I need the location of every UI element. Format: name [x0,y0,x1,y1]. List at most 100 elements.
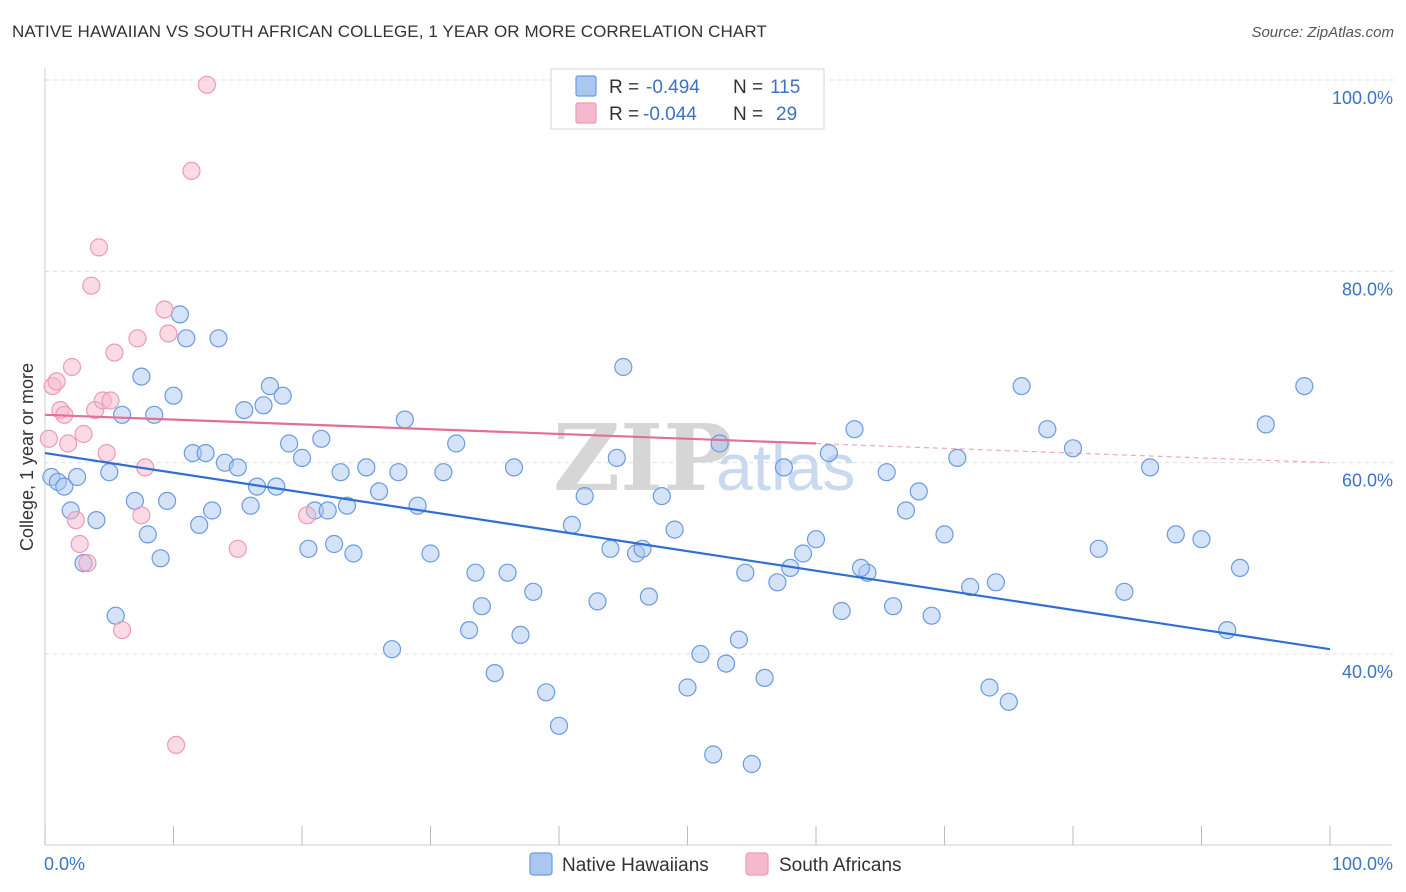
native-hawaiians-point [774,458,794,477]
south-africans-point [159,324,178,343]
south-africans-point [167,735,186,755]
native-hawaiians-point [170,305,189,324]
y-tick-label-1: 60.0% [1342,471,1393,491]
legend-n-label-1: N = [733,77,763,98]
native-hawaiians-point [716,654,736,673]
south-africans-point [197,75,216,94]
south-africans-point [78,553,97,573]
native-hawaiians-point [691,644,710,664]
legend-n-value-1: 115 [770,77,800,98]
native-hawaiians-point [498,563,517,582]
south-africans-point [66,510,85,530]
native-hawaiians-point [1295,377,1314,396]
native-hawaiians-point [145,405,164,424]
native-hawaiians-point [55,477,74,496]
y-tick-label-0: 40.0% [1342,662,1393,682]
native-hawaiians-point [877,463,896,482]
south-africans-point [182,161,201,180]
native-hawaiians-point [678,678,697,697]
south-africans-point [70,534,89,554]
native-hawaiians-point [112,405,132,424]
native-hawaiians-point [896,501,916,520]
south-africans-point [47,372,66,391]
legend-r-value-2: -0.044 [643,104,697,125]
native-hawaiians-point [177,329,196,348]
trend-line-south-africans-extension [815,442,1331,464]
native-hawaiians-point [1063,439,1083,458]
native-hawaiians-point [241,496,260,515]
y-tick-labels: 40.0% 60.0% 80.0% 100.0% [1332,88,1393,682]
legend-swatch-native-hawaiians [575,75,597,97]
native-hawaiians-point [832,601,851,621]
native-hawaiians-point [138,525,157,544]
legend-r-label-1: R = [609,77,639,98]
native-hawaiians-point [793,544,813,563]
legend-n-label-2: N = [733,104,763,125]
native-hawaiians-point [1166,525,1185,544]
native-hawaiians-point [710,434,729,453]
y-tick-label-3: 100.0% [1332,88,1393,108]
native-hawaiians-point [652,487,671,506]
legend-r-label-2: R = [609,104,639,125]
native-hawaiians-point [472,597,491,616]
native-hawaiians-point [370,482,389,501]
native-hawaiians-point [460,620,479,640]
native-hawaiians-point [1012,377,1031,396]
native-hawaiians-point [845,420,864,439]
x-tick-label-0: 0.0% [44,854,85,874]
gridlines [45,79,1395,655]
native-hawaiians-point [922,606,941,625]
native-hawaiians-point [1192,530,1211,549]
native-hawaiians-point [819,444,839,463]
native-hawaiians-point [235,401,254,420]
native-hawaiians-point [466,563,485,582]
native-hawaiians-point [196,444,215,463]
native-hawaiians-point [601,539,620,558]
native-hawaiians-point [537,683,556,702]
south-africans-point [132,506,151,525]
south-africans-point [128,329,147,348]
native-hawaiians-point [1230,558,1250,578]
native-hawaiians-point [325,534,344,554]
native-hawaiians-point [806,530,826,549]
native-hawaiians-point [87,510,106,530]
south-africans-point [112,620,132,640]
watermark: ZIP atlas [553,404,855,512]
south-africans-point [155,300,174,319]
native-hawaiians-point [948,448,967,467]
native-hawaiians-point [575,487,594,506]
native-hawaiians-point [961,577,980,597]
native-hawaiians-point [639,587,659,606]
native-hawaiians-point [228,458,247,477]
trend-line-native-hawaiians [44,452,1331,651]
native-hawaiians-point [980,678,999,697]
native-hawaiians-point [151,549,170,568]
legend-n-value-2: 29 [776,104,797,125]
native-hawaiians-point [1256,415,1275,434]
south-africans-point [298,506,317,525]
south-africans-point [39,429,59,448]
native-hawaiians-point [485,663,504,683]
native-hawaiians-point [704,745,723,764]
south-africans-point [89,238,109,257]
native-hawaiians-point [999,692,1018,711]
native-hawaiians-point [280,434,299,453]
south-africans-point [101,391,120,410]
native-hawaiians-point [67,467,87,487]
native-hawaiians-point [292,448,312,467]
native-hawaiians-point [768,573,787,592]
native-hawaiians-point [132,367,151,386]
native-hawaiians-point [447,434,466,453]
native-hawaiians-point [755,668,774,688]
native-hawaiians-point [665,520,684,539]
y-tick-label-2: 80.0% [1342,279,1393,299]
native-hawaiians-point [331,463,350,482]
native-hawaiians-point [299,539,318,558]
native-hawaiians-point [935,525,954,544]
native-hawaiians-point [164,386,183,405]
bottom-legend-swatch-native-hawaiians [529,852,553,876]
native-hawaiians-point [344,544,363,563]
native-hawaiians-point [1115,582,1134,601]
south-africans-point [105,343,124,362]
native-hawaiians-point [318,501,337,520]
